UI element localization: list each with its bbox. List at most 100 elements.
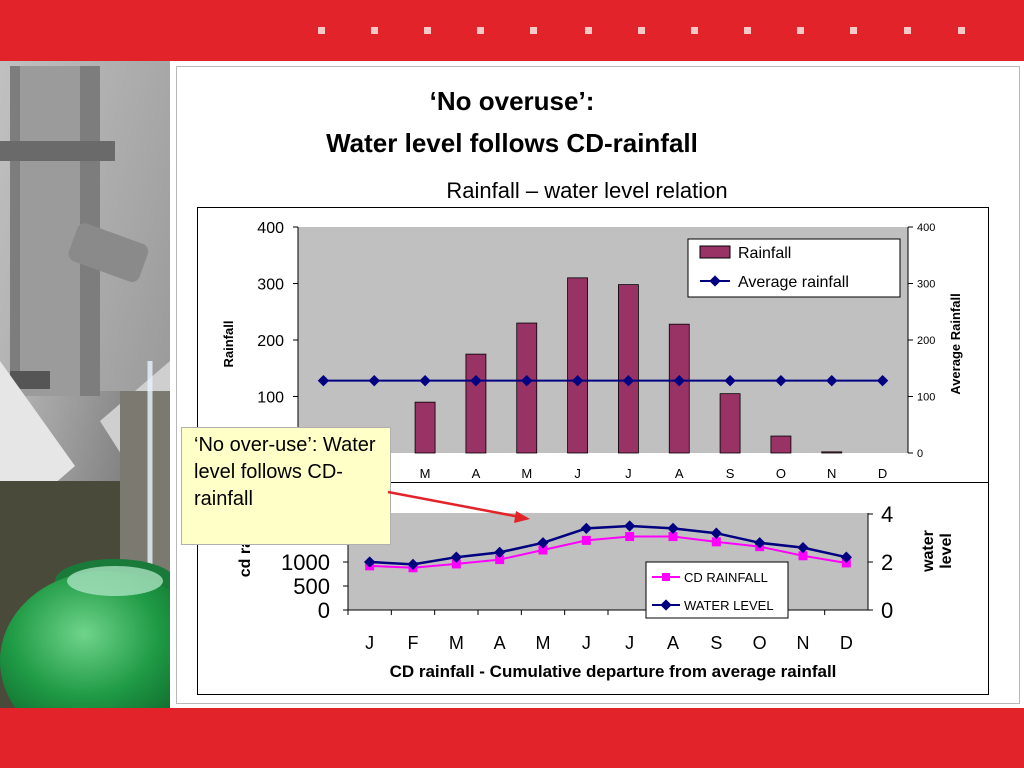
cd-y-tick-label: 0	[318, 598, 330, 623]
legend-label-water: WATER LEVEL	[684, 598, 774, 613]
legend-swatch-rainfall	[699, 245, 731, 259]
water-level-y-tick-label: 0	[881, 598, 893, 623]
rainfall-x-tick-label: N	[827, 466, 836, 481]
rainfall-x-tick-label: O	[776, 466, 786, 481]
average-rainfall-point	[826, 375, 838, 387]
rainfall-y-tick-label: 100	[257, 390, 284, 407]
rainfall-bar	[465, 353, 487, 454]
average-rainfall-point	[876, 375, 889, 387]
rainfall-x-tick-label: M	[420, 466, 431, 481]
cd-x-tick-label: A	[494, 633, 506, 653]
rainfall-chart-box: 400 300 200 100 400 300 200 100 0 M A M J J A S O N D Rain…	[197, 207, 989, 484]
rainfall-x-tick-label: J	[574, 466, 581, 481]
rainfall-bar	[567, 277, 588, 454]
cd-x-tick-label: N	[797, 633, 810, 653]
average-rainfall-axis-label: Average Rainfall	[948, 293, 963, 394]
water-level-point	[624, 520, 636, 532]
rainfall-legend: Rainfall Average rainfall	[687, 238, 901, 298]
rainfall-y-axis-label: Rainfall	[221, 321, 236, 368]
callout-note: ‘No over-use’: Water level follows CD-ra…	[181, 427, 391, 545]
rainfall-y-tick-label: 300	[257, 277, 284, 294]
cd-x-tick-label: F	[408, 633, 419, 653]
rainfall-x-tick-label: A	[472, 466, 481, 481]
average-rainfall-point	[368, 375, 380, 387]
cd-rainfall-point	[711, 537, 721, 547]
average-rainfall-y-tick-label: 200	[917, 335, 935, 347]
cd-rainfall-point	[451, 559, 461, 569]
average-rainfall-point	[521, 375, 533, 387]
legend-label-rainfall: Rainfall	[738, 245, 791, 262]
rainfall-x-tick-label: D	[878, 466, 887, 481]
average-rainfall-y-tick-label: 0	[917, 448, 923, 460]
cd-rainfall-point	[668, 532, 678, 542]
water-level-axis-label-line1: water	[920, 530, 937, 573]
cd-x-tick-label: D	[840, 633, 853, 653]
banner-dot	[904, 27, 911, 34]
banner-dot	[424, 27, 431, 34]
water-level-point	[364, 556, 376, 568]
rainfall-chart: 400 300 200 100 400 300 200 100 0 M A M J J A S O N D Rain…	[221, 220, 963, 481]
rainfall-y-tick-label: 200	[257, 333, 284, 350]
cd-x-tick-label: J	[582, 633, 591, 653]
banner-dot	[691, 27, 698, 34]
rainfall-x-tick-label: M	[521, 466, 532, 481]
cd-x-axis-title: CD rainfall - Cumulative departure from …	[390, 662, 837, 681]
cd-rainfall-point	[581, 535, 591, 545]
cd-x-tick-label: J	[625, 633, 634, 653]
water-level-y-tick-label: 4	[881, 502, 893, 527]
cd-rainfall-chart-box: 1000 500 0 4 2 0 J F M A M J J A S O N D cd rain water le…	[197, 482, 989, 695]
rainfall-bar	[668, 323, 690, 454]
slide-title-line2: Water level follows CD-rainfall	[326, 128, 698, 158]
banner-dot	[318, 27, 325, 34]
average-rainfall-y-tick-label: 400	[917, 222, 935, 234]
banner-dot	[638, 27, 645, 34]
cd-y-tick-label: 500	[293, 574, 330, 599]
cd-rainfall-point	[495, 555, 505, 565]
banner-dot	[585, 27, 592, 34]
average-rainfall-point	[724, 375, 736, 387]
legend-label-average: Average rainfall	[738, 274, 849, 291]
top-banner	[0, 0, 1024, 61]
water-level-y-tick-label: 2	[881, 550, 893, 575]
rainfall-bar	[821, 451, 843, 454]
water-level-axis-label-line2: level	[938, 533, 955, 569]
banner-dot	[958, 27, 965, 34]
banner-dot	[530, 27, 537, 34]
average-rainfall-y-tick-label: 300	[917, 279, 935, 291]
rainfall-y-tick-label: 400	[257, 220, 284, 237]
legend-label-cd: CD RAINFALL	[684, 570, 768, 585]
banner-dot	[744, 27, 751, 34]
water-level-point	[580, 522, 592, 535]
legend-marker-cd	[662, 573, 670, 581]
cd-x-tick-label: O	[753, 633, 767, 653]
cd-legend-box	[645, 561, 789, 619]
rainfall-bar	[719, 393, 741, 454]
bottom-banner	[0, 708, 1024, 768]
cd-rainfall-point	[625, 532, 635, 542]
rainfall-bar	[516, 322, 538, 454]
banner-dot	[371, 27, 378, 34]
banner-dot	[850, 27, 857, 34]
rainfall-bar	[414, 401, 436, 454]
cd-x-tick-label: M	[449, 633, 464, 653]
rainfall-bar	[618, 284, 639, 454]
cd-x-tick-label: J	[365, 633, 374, 653]
rainfall-x-tick-label: A	[675, 466, 684, 481]
hand-pump-photo	[0, 61, 170, 708]
average-rainfall-point	[571, 375, 584, 387]
cd-rainfall-point	[798, 551, 808, 561]
average-rainfall-point	[775, 375, 787, 387]
rainfall-x-tick-label: S	[726, 466, 735, 481]
cd-x-tick-label: A	[667, 633, 679, 653]
slide-title-line1: ‘No overuse’:	[429, 86, 595, 116]
cd-y-tick-label: 1000	[281, 550, 330, 575]
cd-x-tick-label: S	[710, 633, 722, 653]
banner-dot	[477, 27, 484, 34]
water-level-axis-label: water level	[920, 530, 955, 573]
water-level-line	[369, 524, 847, 566]
rainfall-bar	[770, 435, 792, 454]
average-rainfall-point	[673, 375, 685, 387]
chart-caption: Rainfall – water level relation	[446, 178, 728, 203]
cd-rainfall-point	[538, 545, 548, 555]
average-rainfall-point	[419, 375, 431, 387]
